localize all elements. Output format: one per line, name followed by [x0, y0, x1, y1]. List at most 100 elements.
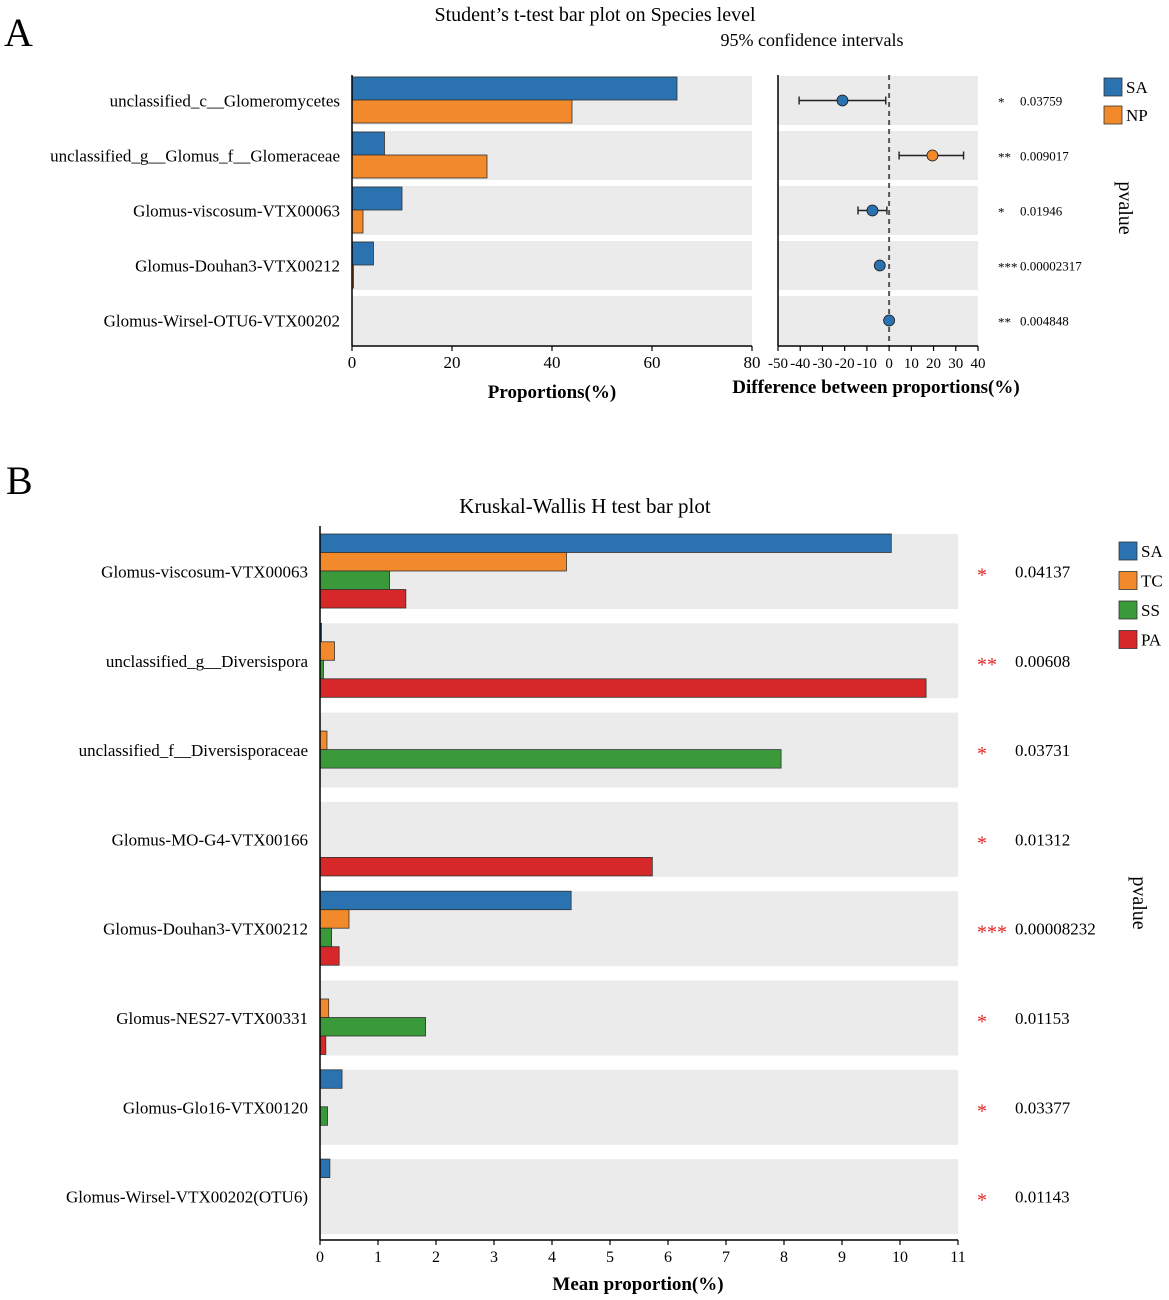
difference-point — [926, 149, 939, 162]
bar-sa — [319, 533, 892, 553]
panel-b-bar-chart: Glomus-viscosum-VTX00063 * 0.04137 unclassi… — [66, 526, 1163, 1266]
panel-a-subtitle: 95% confidence intervals — [721, 30, 904, 50]
legend-swatch-sa — [1118, 541, 1138, 561]
x-tick-label: 11 — [950, 1249, 965, 1266]
bar-sa — [319, 1069, 343, 1089]
bar-pa — [319, 678, 927, 698]
panel-b-label: B — [6, 458, 33, 503]
significance-stars: * — [998, 95, 1005, 110]
legend-swatch-sa — [1103, 77, 1123, 97]
bar-tc — [319, 730, 328, 750]
x-tick-label: 5 — [606, 1249, 614, 1266]
p-value: 0.009017 — [1020, 149, 1069, 164]
panel-a-difference-chart: * 0.03759 ** 0.009017 * 0.01946 *** 0.00002317 *… — [768, 75, 1148, 372]
bar-sa — [351, 76, 678, 101]
significance-stars: * — [977, 565, 987, 587]
panel-a-bar-chart: unclassified_c__Glomeromycetes unclassifi… — [50, 75, 761, 372]
category-label: Glomus-Douhan3-VTX00212 — [135, 257, 340, 276]
bar-np — [351, 99, 573, 124]
panel-a-diff-xlabel: Difference between proportions(%) — [732, 377, 1019, 398]
bar-pa — [319, 1035, 327, 1055]
x-tick-label: 20 — [444, 353, 461, 372]
significance-stars: * — [977, 832, 987, 854]
bar-np — [351, 209, 364, 234]
bar-pa — [319, 946, 340, 966]
bar-np — [351, 154, 488, 179]
x-tick-label: -40 — [790, 356, 810, 372]
bar-tc — [319, 909, 350, 929]
x-tick-label: 1 — [374, 1249, 382, 1266]
p-value: 0.01153 — [1015, 1009, 1070, 1028]
x-tick-label: 10 — [892, 1249, 908, 1266]
legend-swatch-tc — [1118, 571, 1138, 590]
row-background — [320, 1159, 958, 1235]
significance-stars: * — [977, 743, 987, 765]
category-label: Glomus-Douhan3-VTX00212 — [103, 920, 308, 939]
bar-ss — [319, 927, 333, 948]
p-value: 0.03759 — [1020, 94, 1062, 109]
x-tick-label: 2 — [432, 1249, 440, 1266]
row-background — [352, 186, 752, 235]
p-value: 0.03377 — [1015, 1098, 1071, 1117]
x-tick-label: 60 — [644, 353, 661, 372]
bar-ss — [319, 1106, 328, 1126]
bar-sa — [351, 241, 374, 266]
significance-stars: * — [977, 1190, 987, 1212]
x-tick-label: 7 — [722, 1249, 730, 1266]
category-label: unclassified_g__Diversispora — [106, 652, 309, 671]
category-label: unclassified_c__Glomeromycetes — [110, 92, 340, 111]
bar-ss — [319, 749, 782, 769]
x-tick-label: 80 — [744, 353, 761, 372]
x-tick-label: -30 — [812, 356, 832, 372]
panel-b-xlabel: Mean proportion(%) — [552, 1274, 723, 1295]
row-background — [320, 1069, 958, 1145]
bar-sa — [351, 186, 403, 211]
panel-a-label: A — [4, 10, 33, 55]
x-tick-label: 4 — [548, 1249, 556, 1266]
significance-stars: *** — [977, 922, 1007, 944]
row-background — [352, 296, 752, 345]
bar-sa — [351, 131, 385, 156]
legend-label-np: NP — [1126, 106, 1148, 125]
x-tick-label: 10 — [904, 356, 919, 372]
p-value: 0.01143 — [1015, 1188, 1070, 1207]
category-label: Glomus-viscosum-VTX00063 — [101, 563, 308, 582]
x-tick-label: -10 — [857, 356, 877, 372]
panel-a-pvalue-label: pvalue — [1114, 181, 1136, 234]
significance-stars: ** — [977, 654, 997, 676]
significance-stars: ** — [998, 150, 1011, 165]
panel-a-xlabel: Proportions(%) — [488, 382, 616, 403]
p-value: 0.04137 — [1015, 563, 1071, 582]
difference-point — [883, 314, 896, 327]
p-value: 0.01312 — [1015, 830, 1070, 849]
significance-stars: * — [977, 1011, 987, 1033]
x-tick-label: 20 — [926, 356, 941, 372]
p-value: 0.00008232 — [1015, 920, 1096, 939]
category-label: unclassified_g__Glomus_f__Glomeraceae — [50, 147, 340, 166]
significance-stars: * — [998, 205, 1005, 220]
panel-b-title: Kruskal-Wallis H test bar plot — [459, 494, 711, 518]
legend-swatch-pa — [1118, 630, 1138, 649]
p-value: 0.00002317 — [1020, 259, 1082, 274]
x-tick-label: 8 — [780, 1249, 788, 1266]
row-background — [778, 296, 978, 345]
bar-sa — [319, 890, 572, 911]
x-tick-label: 0 — [348, 353, 357, 372]
x-tick-label: 30 — [948, 356, 963, 372]
p-value: 0.03731 — [1015, 741, 1070, 760]
x-tick-label: 0 — [316, 1249, 324, 1266]
bar-tc — [319, 552, 567, 572]
category-label: Glomus-NES27-VTX00331 — [116, 1009, 308, 1028]
difference-point — [836, 94, 849, 107]
p-value: 0.004848 — [1020, 314, 1069, 329]
difference-point — [866, 204, 879, 217]
x-tick-label: 6 — [664, 1249, 672, 1266]
bar-ss — [319, 1017, 426, 1037]
x-tick-label: 40 — [544, 353, 561, 372]
p-value: 0.00608 — [1015, 652, 1070, 671]
category-label: Glomus-MO-G4-VTX00166 — [112, 830, 308, 849]
category-label: Glomus-Wirsel-VTX00202(OTU6) — [66, 1188, 308, 1207]
panel-a-title: Student’s t-test bar plot on Species lev… — [434, 4, 755, 26]
category-label: Glomus-Glo16-VTX00120 — [123, 1098, 308, 1117]
